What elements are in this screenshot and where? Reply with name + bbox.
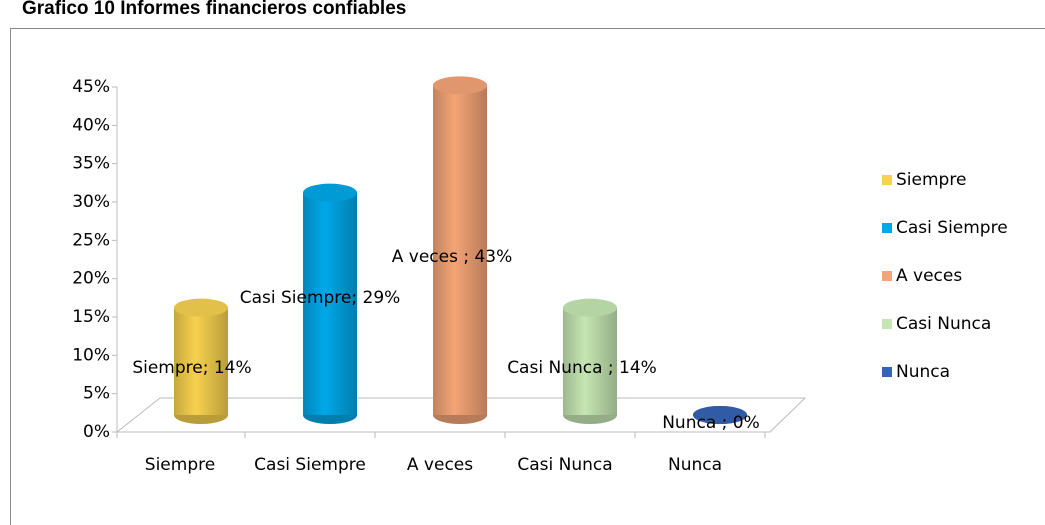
legend-label: Casi Siempre xyxy=(896,218,1008,238)
chart-frame xyxy=(10,28,1045,525)
legend-label: A veces xyxy=(896,266,962,286)
x-tick-label: Casi Nunca xyxy=(517,455,612,475)
y-tick-label: 20% xyxy=(72,269,110,289)
cylinder-top xyxy=(563,298,617,317)
legend-swatch xyxy=(882,271,892,281)
legend-label: Siempre xyxy=(896,170,966,190)
legend-swatch xyxy=(882,367,892,377)
y-tick-label: 15% xyxy=(72,307,110,327)
legend-swatch xyxy=(882,175,892,185)
x-tick-label: Casi Siempre xyxy=(254,455,366,475)
cylinder-top xyxy=(303,183,357,202)
data-label: Casi Siempre; 29% xyxy=(240,288,401,308)
cylinder-body xyxy=(433,85,487,415)
x-tick-label: A veces xyxy=(407,455,473,475)
y-tick-label: 10% xyxy=(72,345,110,365)
y-tick-label: 30% xyxy=(72,192,110,212)
x-ticks xyxy=(116,432,766,438)
data-label: Nunca ; 0% xyxy=(662,413,760,433)
data-label: A veces ; 43% xyxy=(392,247,513,267)
y-tick-label: 5% xyxy=(83,384,110,404)
y-tick-label: 35% xyxy=(72,154,110,174)
legend-label: Nunca xyxy=(896,362,950,382)
cylinder-top xyxy=(693,406,747,424)
x-tick-label: Nunca xyxy=(668,455,722,475)
data-label: Casi Nunca ; 14% xyxy=(507,358,657,378)
cylinder-body xyxy=(563,307,617,415)
legend-label: Casi Nunca xyxy=(896,314,991,334)
data-label: Siempre; 14% xyxy=(132,358,251,378)
cylinder-top xyxy=(433,76,487,95)
x-tick-label: Siempre xyxy=(145,455,215,475)
legend-swatch xyxy=(882,223,892,233)
y-tick-label: 45% xyxy=(72,77,110,97)
y-tick-label: 0% xyxy=(83,422,110,442)
cylinder-top xyxy=(174,298,228,317)
legend-swatch xyxy=(882,319,892,329)
cylinder-body xyxy=(303,192,357,415)
y-tick-label: 25% xyxy=(72,230,110,250)
cylinder-body xyxy=(174,307,228,415)
chart-title: Grafico 10 Informes financieros confiabl… xyxy=(22,0,406,19)
y-tick-label: 40% xyxy=(72,115,110,135)
